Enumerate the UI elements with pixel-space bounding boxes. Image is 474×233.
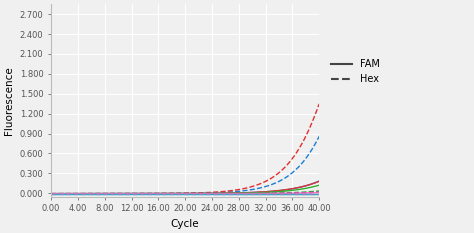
Y-axis label: Fluorescence: Fluorescence <box>4 66 14 135</box>
X-axis label: Cycle: Cycle <box>171 219 200 229</box>
Legend: FAM, Hex: FAM, Hex <box>327 55 383 88</box>
